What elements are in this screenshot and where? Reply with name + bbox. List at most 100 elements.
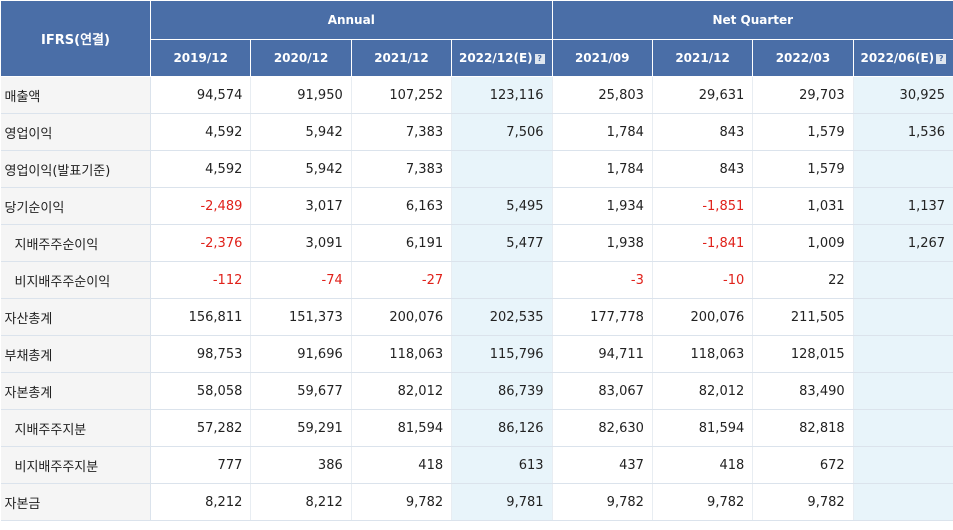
table-cell: 177,778 [552,298,653,336]
period-header-label: 2021/12 [374,51,429,65]
table-cell: 22 [752,261,854,299]
table-cell: 128,015 [752,335,854,373]
table-cell: 5,942 [250,113,352,151]
table-cell: 9,782 [552,483,653,521]
table-row: 자본총계 58,058 59,677 82,012 86,739 83,067 82,012… [0,372,953,410]
table-cell: 1,938 [552,224,653,262]
table-cell: -2,489 [150,187,252,225]
table-row: 비지배주주지분 777 386 418 613 437 418 672 [0,446,953,484]
table-cell: 81,594 [351,409,453,447]
table-cell: 672 [752,446,854,484]
table-cell: 386 [250,446,352,484]
table-cell: 1,009 [752,224,854,262]
table-cell: 1,031 [752,187,854,225]
period-header-label: 2020/12 [273,51,329,65]
period-header-4: 2021/09 [551,39,653,77]
table-cell: -10 [652,261,754,299]
table-row: 영업이익(발표기준) 4,592 5,942 7,383 1,784 843 1,579 [0,150,953,188]
table-cell: 29,631 [652,76,754,114]
table-cell [853,372,953,410]
row-label: 자본금 [0,483,151,521]
table-cell: 1,579 [752,150,854,188]
table-cell: -1,841 [652,224,754,262]
table-cell: 1,784 [552,150,653,188]
table-cell [853,446,953,484]
table-cell: 3,017 [250,187,352,225]
table-cell [853,261,953,299]
help-icon[interactable]: ? [936,54,947,64]
table-cell: 5,477 [451,224,553,262]
table-cell [853,298,953,336]
table-cell: 156,811 [150,298,252,336]
table-cell: 613 [451,446,553,484]
table-row: 지배주주지분 57,282 59,291 81,594 86,126 82,630 81,5… [0,409,953,447]
period-header-label: 2022/03 [775,51,831,65]
table-row: 부채총계 98,753 91,696 118,063 115,796 94,711 118,… [0,335,953,373]
table-cell: 1,536 [853,113,953,151]
table-cell: 843 [652,113,754,151]
table-cell [451,261,553,299]
table-cell: 82,012 [351,372,453,410]
table-cell [853,335,953,373]
header-group-row: IFRS(연결) Annual Net Quarter [0,0,953,77]
ifrs-corner-header: IFRS(연결) [0,0,151,77]
period-header-label: 2019/12 [173,51,228,65]
table-cell: 9,782 [652,483,754,521]
table-cell: 1,579 [752,113,854,151]
row-label: 부채총계 [0,335,151,373]
table-cell: 4,592 [150,113,252,151]
table-cell: 91,950 [250,76,352,114]
table-cell: 7,383 [351,113,453,151]
period-header-2: 2021/12 [350,39,453,77]
period-header-7: 2022/06(E)? [852,39,953,77]
table-cell: 86,126 [451,409,553,447]
row-label: 자본총계 [0,372,151,410]
table-cell: 437 [552,446,653,484]
table-cell: 9,782 [752,483,854,521]
table-cell: 83,067 [552,372,653,410]
table-cell: 1,137 [853,187,953,225]
table-cell: 4,592 [150,150,252,188]
period-header-label: 2021/12 [675,51,730,65]
table-cell [853,483,953,521]
table-cell: 123,116 [451,76,553,114]
table-cell: -2,376 [150,224,252,262]
table-cell: 7,383 [351,150,453,188]
period-header-3: 2022/12(E)? [451,39,553,77]
help-icon[interactable]: ? [534,54,545,64]
table-cell: 94,574 [150,76,252,114]
table-cell: 82,818 [752,409,854,447]
table-cell [853,409,953,447]
table-row: 비지배주주순이익 -112 -74 -27 -3 -10 22 [0,261,953,299]
table-cell: 30,925 [853,76,953,114]
period-header-label: 2022/06(E) [860,51,935,65]
table-cell: 1,784 [552,113,653,151]
row-label: 영업이익(발표기준) [0,150,151,188]
table-cell: 418 [652,446,754,484]
annual-group-header: Annual [150,0,553,40]
table-row: 자본금 8,212 8,212 9,782 9,781 9,782 9,782 9,782 [0,483,953,521]
table-cell [451,150,553,188]
row-label: 지배주주지분 [0,409,151,447]
table-cell: 9,782 [351,483,453,521]
table-cell: 8,212 [150,483,252,521]
row-label: 비지배주주순이익 [0,261,151,299]
table-cell: 82,012 [652,372,754,410]
table-row: 매출액 94,574 91,950 107,252 123,116 25,803 29,63… [0,76,953,114]
table-cell: 115,796 [451,335,553,373]
table-cell: 118,063 [351,335,453,373]
period-header-label: 2021/09 [574,51,630,65]
table-cell: 5,495 [451,187,553,225]
period-header-row: 2019/12 2020/12 2021/12 2022/12(E)? 2021/09 2… [1,39,953,77]
table-cell: 83,490 [752,372,854,410]
table-cell: 6,163 [351,187,453,225]
table-cell: -1,851 [652,187,754,225]
period-header-1: 2020/12 [250,39,352,77]
table-cell: 202,535 [451,298,553,336]
table-cell: 1,267 [853,224,953,262]
table-cell: 418 [351,446,453,484]
period-header-0: 2019/12 [149,39,252,77]
period-header-6: 2022/03 [752,39,854,77]
table-cell: 8,212 [250,483,352,521]
